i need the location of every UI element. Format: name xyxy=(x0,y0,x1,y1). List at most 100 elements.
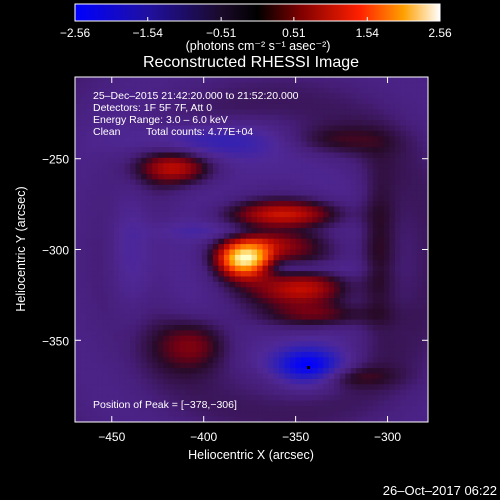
heatmap-pixel xyxy=(75,179,81,186)
heatmap-pixel xyxy=(268,109,274,116)
heatmap-pixel xyxy=(389,93,396,99)
heatmap-pixel xyxy=(339,411,346,418)
heatmap-pixel xyxy=(361,136,368,143)
heatmap-pixel xyxy=(157,82,164,89)
heatmap-pixel xyxy=(179,120,186,126)
heatmap-pixel xyxy=(284,157,291,164)
heatmap-pixel xyxy=(284,303,291,310)
colorbar-tick-label: 1.54 xyxy=(356,26,380,40)
heatmap-pixel xyxy=(317,292,324,299)
heatmap-pixel xyxy=(113,152,120,159)
heatmap-pixel xyxy=(416,324,423,331)
heatmap-pixel xyxy=(361,152,368,159)
heatmap-pixel xyxy=(218,346,225,353)
heatmap-pixel xyxy=(251,298,258,304)
heatmap-pixel xyxy=(245,395,252,401)
heatmap-pixel xyxy=(207,125,214,132)
heatmap-pixel xyxy=(174,98,181,105)
heatmap-pixel xyxy=(334,190,341,196)
heatmap-pixel xyxy=(257,130,263,137)
heatmap-pixel xyxy=(361,357,368,364)
heatmap-pixel xyxy=(174,298,181,304)
heatmap-pixel xyxy=(350,195,357,202)
heatmap-pixel xyxy=(229,179,236,186)
heatmap-pixel xyxy=(212,217,219,223)
heatmap-pixel xyxy=(223,141,230,148)
heatmap-pixel xyxy=(146,87,153,94)
heatmap-pixel xyxy=(268,200,274,207)
heatmap-pixel xyxy=(257,373,263,380)
heatmap-pixel xyxy=(251,109,258,116)
heatmap-pixel xyxy=(124,244,131,250)
heatmap-pixel xyxy=(394,211,401,218)
heatmap-pixel xyxy=(108,233,115,240)
x-tick-label: −350 xyxy=(282,430,309,444)
heatmap-pixel xyxy=(400,319,407,326)
heatmap-pixel xyxy=(356,298,363,304)
heatmap-pixel xyxy=(367,157,374,164)
heatmap-pixel xyxy=(317,82,324,89)
heatmap-pixel xyxy=(108,200,115,207)
heatmap-pixel xyxy=(345,87,352,94)
heatmap-pixel xyxy=(157,405,164,412)
heatmap-pixel xyxy=(279,227,285,234)
heatmap-pixel xyxy=(135,400,142,407)
heatmap-pixel xyxy=(328,163,335,170)
heatmap-pixel xyxy=(245,195,252,202)
heatmap-pixel xyxy=(301,378,308,385)
heatmap-pixel xyxy=(372,168,379,175)
heatmap-pixel xyxy=(130,330,137,337)
heatmap-pixel xyxy=(273,298,280,304)
heatmap-pixel xyxy=(185,211,192,218)
heatmap-pixel xyxy=(345,114,352,121)
heatmap-pixel xyxy=(394,103,401,110)
heatmap-pixel xyxy=(356,130,363,137)
heatmap-pixel xyxy=(257,271,263,277)
heatmap-pixel xyxy=(141,351,148,358)
heatmap-pixel xyxy=(91,222,98,229)
heatmap-pixel xyxy=(218,93,225,99)
heatmap-pixel xyxy=(372,179,379,186)
heatmap-pixel xyxy=(279,109,285,116)
heatmap-pixel xyxy=(97,400,103,407)
heatmap-pixel xyxy=(323,130,330,137)
heatmap-pixel xyxy=(328,416,335,422)
heatmap-pixel xyxy=(146,114,153,121)
heatmap-pixel xyxy=(312,141,319,148)
heatmap-pixel xyxy=(378,260,385,267)
heatmap-pixel xyxy=(257,378,263,385)
heatmap-pixel xyxy=(75,114,81,121)
heatmap-pixel xyxy=(328,346,335,353)
heatmap-pixel xyxy=(174,292,181,299)
heatmap-pixel xyxy=(201,335,208,342)
heatmap-pixel xyxy=(168,362,175,369)
heatmap-pixel xyxy=(201,238,208,245)
heatmap-pixel xyxy=(108,157,115,164)
heatmap-pixel xyxy=(146,174,153,180)
heatmap-pixel xyxy=(75,130,81,137)
heatmap-pixel xyxy=(229,378,236,385)
heatmap-pixel xyxy=(130,157,137,164)
heatmap-pixel xyxy=(345,271,352,277)
heatmap-pixel xyxy=(218,373,225,380)
heatmap-pixel xyxy=(152,152,159,159)
heatmap-pixel xyxy=(86,217,92,223)
heatmap-pixel xyxy=(201,411,208,418)
heatmap-pixel xyxy=(168,395,175,401)
heatmap-pixel xyxy=(350,378,357,385)
heatmap-pixel xyxy=(108,195,115,202)
heatmap-pixel xyxy=(86,308,92,315)
heatmap-pixel xyxy=(328,136,335,143)
heatmap-pixel xyxy=(240,200,247,207)
heatmap-pixel xyxy=(196,147,203,153)
heatmap-pixel xyxy=(251,98,258,105)
heatmap-pixel xyxy=(306,200,313,207)
heatmap-pixel xyxy=(378,238,385,245)
heatmap-pixel xyxy=(190,238,197,245)
heatmap-pixel xyxy=(411,287,418,294)
heatmap-pixel xyxy=(152,120,159,126)
heatmap-pixel xyxy=(328,147,335,153)
heatmap-pixel xyxy=(268,114,274,121)
heatmap-pixel xyxy=(207,195,214,202)
heatmap-pixel xyxy=(262,125,269,132)
